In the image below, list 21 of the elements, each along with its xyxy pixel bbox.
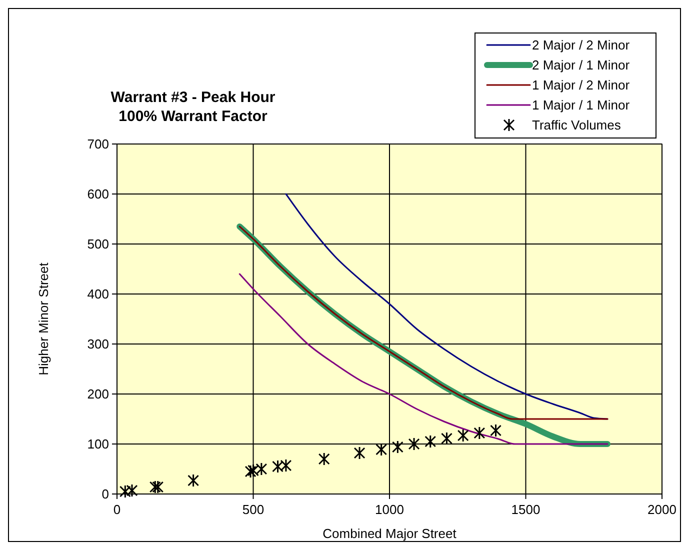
y-tick-label: 400: [87, 286, 109, 302]
legend-label: 1 Major / 1 Minor: [532, 98, 630, 113]
y-tick-label: 200: [87, 386, 109, 402]
legend-label: 2 Major / 1 Minor: [532, 58, 630, 73]
y-tick-label: 700: [87, 136, 109, 152]
chart-title: Warrant #3 - Peak Hour 100% Warrant Factor: [110, 89, 276, 125]
y-tick-label: 600: [87, 186, 109, 202]
x-tick-label: 1500: [511, 502, 540, 517]
legend-label: Traffic Volumes: [532, 118, 622, 133]
y-tick-label: 500: [87, 236, 109, 252]
legend-label: 1 Major / 2 Minor: [532, 78, 630, 93]
x-axis-title: Combined Major Street: [322, 526, 457, 541]
legend-label: 2 Major / 2 Minor: [532, 38, 630, 53]
y-axis-title: Higher Minor Street: [36, 262, 51, 376]
y-tick-label: 100: [87, 436, 109, 452]
y-tick-label: 300: [87, 336, 109, 352]
x-tick-label: 1000: [375, 502, 404, 517]
y-tick-label: 0: [102, 486, 109, 502]
x-tick-label: 2000: [648, 502, 676, 517]
x-tick-label: 500: [242, 502, 264, 517]
x-tick-label: 0: [113, 502, 121, 517]
